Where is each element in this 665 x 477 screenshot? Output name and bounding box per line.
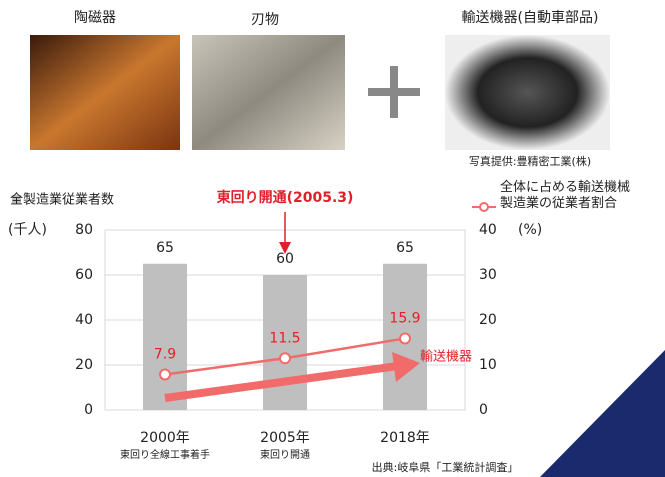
y2-tick-label: 20 <box>479 312 497 328</box>
y2-tick-label: 30 <box>479 267 497 283</box>
photo-ceramics <box>30 35 180 150</box>
x-tick-label: 2000年 <box>140 430 190 446</box>
y-tick-label: 60 <box>75 267 93 283</box>
x-tick-note: 東回り開通 <box>260 448 310 461</box>
line-value-label: 11.5 <box>269 330 300 346</box>
y2-tick-label: 40 <box>479 222 497 238</box>
plus-sign <box>368 66 420 118</box>
bar-value-label: 65 <box>396 240 414 256</box>
bar-value-label: 60 <box>276 251 294 267</box>
annotation: 東回り開通(2005.3) <box>217 189 354 206</box>
y-tick-label: 40 <box>75 312 93 328</box>
y-tick-label: 0 <box>84 402 93 418</box>
photo-label: 輸送機器(自動車部品) <box>462 9 599 26</box>
y2-tick-label: 0 <box>479 402 488 418</box>
photo-label: 刃物 <box>251 12 279 28</box>
line-value-label: 7.9 <box>154 346 176 362</box>
y-tick-label: 80 <box>75 222 93 238</box>
line-point <box>160 369 170 379</box>
x-tick-label: 2018年 <box>380 430 430 446</box>
y-tick-label: 20 <box>75 357 93 373</box>
photo-knives <box>192 35 345 150</box>
photo-credit: 写真提供:豊精密工業(株) <box>469 154 591 168</box>
photo-auto-part <box>445 35 610 150</box>
page: 陶磁器 刃物 輸送機器(自動車部品) 写真提供:豊精密工業(株) 0 20 40 60… <box>0 0 665 477</box>
y2-tick-label: 10 <box>479 357 497 373</box>
x-tick-note: 東回り全線工事着手 <box>120 448 210 461</box>
line-value-label: 15.9 <box>389 310 420 326</box>
line-point <box>400 333 410 343</box>
line-point <box>280 353 290 363</box>
y-axis-label: (千人) <box>8 222 47 238</box>
corner-decoration <box>540 350 665 477</box>
bar-value-label: 65 <box>156 240 174 256</box>
annotation: 輸送機器 <box>420 350 472 365</box>
bar <box>143 264 187 410</box>
y2-axis-label: (%) <box>518 222 542 238</box>
legend-line-label: 全体に占める輸送機械 製造業の従業者割合 <box>500 180 630 212</box>
legend-line-marker <box>480 203 488 211</box>
chart: 陶磁器 刃物 輸送機器(自動車部品) 写真提供:豊精密工業(株) 0 20 40 60… <box>0 0 665 477</box>
photo-label: 陶磁器 <box>74 10 116 26</box>
legend-bar-label: 全製造業従業者数 <box>10 192 114 208</box>
x-tick-label: 2005年 <box>260 430 310 446</box>
source-note: 出典:岐阜県「工業統計調査」 <box>372 460 519 474</box>
